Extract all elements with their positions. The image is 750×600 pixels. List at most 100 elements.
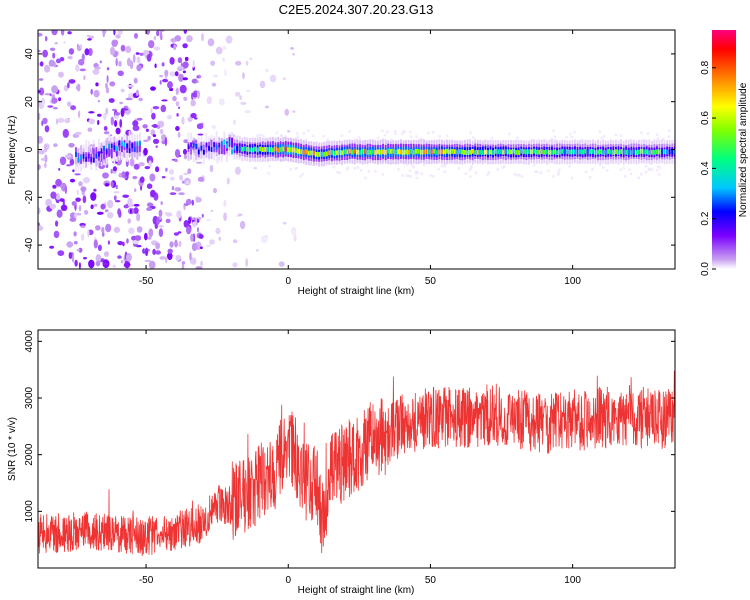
ridge-cell bbox=[205, 142, 208, 148]
noise-blob bbox=[374, 169, 377, 173]
ridge-cell bbox=[295, 148, 297, 153]
ridge-cell bbox=[269, 147, 272, 153]
ridge-cell bbox=[663, 149, 666, 154]
ridge-cell bbox=[489, 149, 492, 155]
ridge-cell bbox=[507, 149, 510, 155]
noise-blob bbox=[86, 34, 91, 38]
ridge-cell bbox=[305, 149, 308, 155]
noise-blob bbox=[114, 195, 117, 201]
noise-blob bbox=[49, 47, 56, 51]
noise-blob bbox=[52, 52, 56, 59]
noise-blob bbox=[148, 228, 154, 238]
noise-blob bbox=[598, 130, 602, 133]
noise-blob bbox=[110, 46, 115, 56]
noise-blob bbox=[71, 254, 75, 263]
noise-blob bbox=[408, 169, 412, 173]
noise-blob bbox=[363, 176, 367, 180]
noise-blob bbox=[146, 202, 154, 207]
ridge-cell bbox=[563, 149, 566, 154]
noise-blob bbox=[83, 257, 87, 260]
noise-blob bbox=[51, 30, 58, 36]
noise-blob bbox=[57, 117, 65, 123]
noise-blob bbox=[103, 112, 107, 121]
noise-blob bbox=[104, 183, 110, 187]
noise-blob bbox=[656, 137, 660, 141]
ridge-cell bbox=[202, 149, 205, 155]
noise-blob bbox=[97, 113, 102, 117]
ridge-cell bbox=[423, 149, 425, 155]
ridge-cell bbox=[80, 145, 82, 161]
noise-blob bbox=[175, 87, 179, 96]
noise-blob bbox=[62, 128, 69, 138]
noise-blob bbox=[235, 91, 241, 97]
noise-blob bbox=[155, 242, 161, 250]
noise-blob bbox=[143, 147, 148, 156]
noise-blob bbox=[153, 46, 161, 51]
chart-title: C2E5.2024.307.20.23.G13 bbox=[279, 2, 434, 17]
noise-blob bbox=[68, 79, 76, 84]
noise-blob bbox=[132, 120, 139, 127]
y-tick-label: 20 bbox=[24, 96, 35, 108]
noise-blob bbox=[174, 187, 182, 192]
noise-blob bbox=[222, 57, 225, 62]
noise-blob bbox=[95, 260, 101, 267]
noise-blob bbox=[82, 195, 87, 204]
noise-blob bbox=[90, 192, 97, 201]
ridge-cell bbox=[558, 149, 561, 155]
noise-blob bbox=[175, 255, 182, 261]
ridge-cell bbox=[551, 150, 553, 155]
noise-blob bbox=[139, 52, 144, 56]
noise-blob bbox=[152, 124, 158, 128]
noise-blob bbox=[197, 176, 204, 182]
noise-blob bbox=[226, 177, 230, 185]
noise-blob bbox=[182, 43, 188, 49]
noise-blob bbox=[667, 135, 671, 139]
noise-blob bbox=[222, 45, 227, 51]
noise-blob bbox=[68, 143, 75, 148]
noise-blob bbox=[294, 166, 298, 170]
noise-blob bbox=[207, 38, 215, 47]
ridge-cell bbox=[243, 146, 246, 151]
noise-blob bbox=[110, 181, 114, 188]
noise-blob bbox=[265, 68, 269, 73]
ridge-cell bbox=[661, 149, 663, 155]
ridge-cell bbox=[397, 149, 400, 155]
noise-blob bbox=[148, 40, 155, 49]
noise-blob bbox=[146, 207, 153, 211]
ridge-cell bbox=[425, 149, 428, 154]
ridge-cell bbox=[320, 151, 323, 157]
noise-blob bbox=[42, 117, 48, 125]
ridge-cell bbox=[277, 147, 280, 153]
noise-blob bbox=[173, 232, 179, 236]
snr-ylabel: SNR (10 * v/v) bbox=[7, 417, 18, 481]
ridge-cell bbox=[139, 140, 141, 146]
noise-blob bbox=[149, 173, 156, 182]
noise-blob bbox=[233, 119, 236, 125]
noise-blob bbox=[112, 166, 117, 172]
noise-blob bbox=[197, 217, 202, 220]
noise-blob bbox=[55, 58, 62, 64]
noise-blob bbox=[164, 137, 168, 146]
ridge-cell bbox=[100, 148, 103, 154]
ridge-cell bbox=[77, 157, 80, 163]
ridge-cell bbox=[197, 149, 200, 155]
noise-blob bbox=[96, 211, 104, 215]
noise-blob bbox=[629, 172, 633, 176]
ridge-cell bbox=[668, 149, 671, 154]
ridge-cell bbox=[364, 149, 367, 154]
noise-blob bbox=[135, 52, 140, 55]
noise-blob bbox=[164, 212, 168, 215]
ridge-cell bbox=[571, 149, 574, 155]
noise-blob bbox=[167, 81, 173, 89]
noise-blob bbox=[145, 128, 149, 132]
ridge-cell bbox=[90, 157, 93, 162]
noise-blob bbox=[125, 252, 132, 262]
ridge-cell bbox=[666, 149, 669, 155]
noise-blob bbox=[591, 168, 594, 171]
ridge-cell bbox=[95, 147, 98, 157]
ridge-cell bbox=[126, 143, 129, 149]
noise-blob bbox=[223, 199, 227, 207]
noise-blob bbox=[113, 30, 116, 36]
noise-blob bbox=[644, 164, 648, 168]
x-tick-label: 50 bbox=[425, 276, 437, 287]
